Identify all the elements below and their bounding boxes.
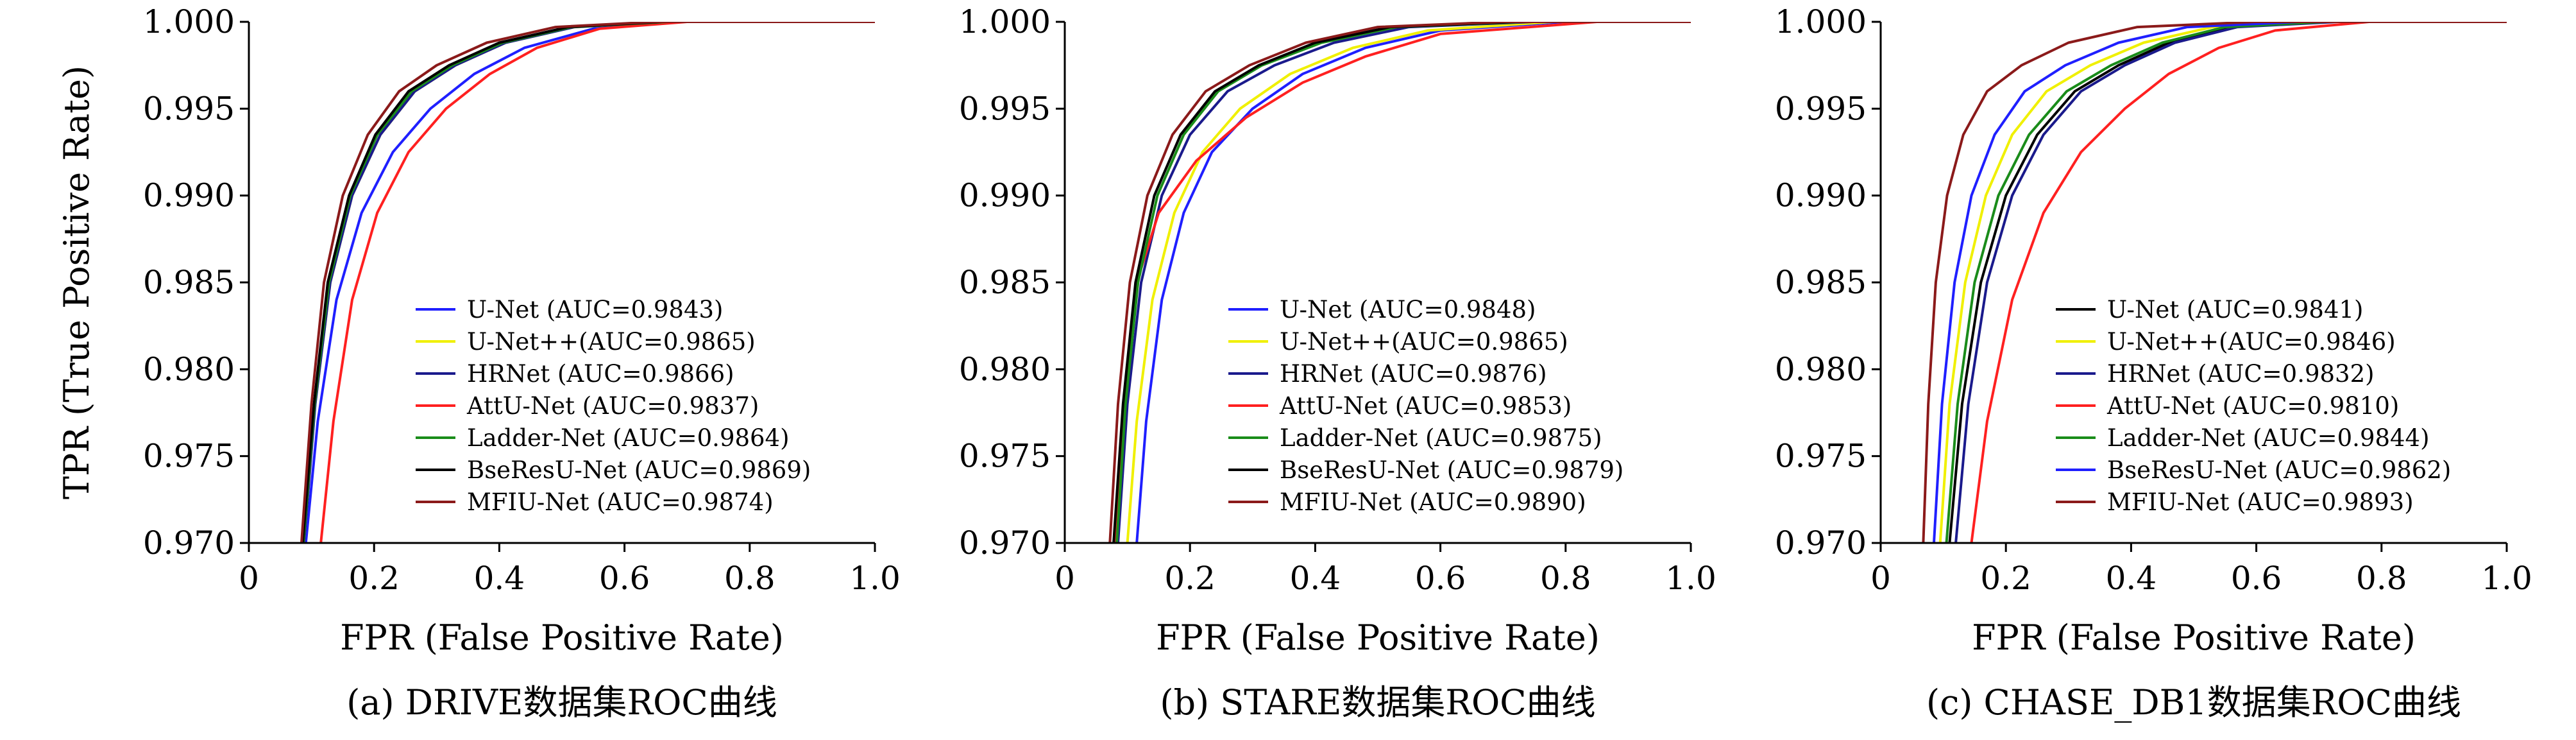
legend-entry: HRNet (AUC=0.9832)	[2107, 360, 2375, 388]
x-tick-label: 0.8	[724, 560, 775, 597]
panel-caption: (c) CHASE_DB1数据集ROC曲线	[1926, 682, 2461, 723]
y-tick-label: 0.985	[143, 264, 235, 301]
legend-entry: U-Net (AUC=0.9841)	[2107, 296, 2363, 323]
series-line	[1126, 22, 1691, 543]
y-tick-label: 0.995	[959, 90, 1051, 127]
x-axis-label: FPR (False Positive Rate)	[340, 617, 784, 658]
series-group	[300, 22, 875, 543]
series-line	[300, 22, 875, 543]
panel-caption: (b) STARE数据集ROC曲线	[1160, 682, 1595, 723]
panel-caption: (a) DRIVE数据集ROC曲线	[346, 682, 777, 723]
legend-entry: U-Net (AUC=0.9848)	[1280, 296, 1536, 323]
series-line	[1970, 22, 2507, 543]
x-tick-label: 0.8	[2356, 560, 2407, 597]
y-tick-label: 0.995	[143, 90, 235, 127]
y-tick-label: 0.985	[1775, 264, 1867, 301]
series-line	[1922, 22, 2507, 543]
x-tick-label: 0.8	[1540, 560, 1591, 597]
y-tick-label: 0.995	[1775, 90, 1867, 127]
legend-entry: Ladder-Net (AUC=0.9875)	[1280, 424, 1602, 452]
y-tick-label: 0.980	[1775, 350, 1867, 388]
legend-entry: HRNet (AUC=0.9876)	[1280, 360, 1547, 388]
x-tick-label: 1.0	[1665, 560, 1716, 597]
x-tick-label: 0.6	[599, 560, 650, 597]
legend: U-Net (AUC=0.9841) U-Net++(AUC=0.9846) HRN…	[2056, 296, 2451, 516]
y-tick-label: 1.000	[1775, 3, 1867, 40]
legend-entry: Ladder-Net (AUC=0.9864)	[467, 424, 790, 452]
series-line	[1933, 22, 2507, 543]
y-tick-label: 0.990	[959, 177, 1051, 214]
y-tick-label: 0.970	[1775, 524, 1867, 562]
series-line	[1945, 22, 2507, 543]
x-tick-label: 0	[1870, 560, 1891, 597]
x-axis-label: FPR (False Positive Rate)	[1972, 617, 2416, 658]
y-tick-label: 1.000	[959, 3, 1051, 40]
x-tick-label: 0.4	[474, 560, 525, 597]
legend-entry: AttU-Net (AUC=0.9810)	[2106, 392, 2399, 420]
y-tick-label: 0.975	[1775, 438, 1867, 475]
x-tick-label: 0.4	[2106, 560, 2157, 597]
y-tick-label: 1.000	[143, 3, 235, 40]
x-tick-label: 1.0	[849, 560, 901, 597]
legend-entry: U-Net++(AUC=0.9846)	[2107, 328, 2396, 356]
y-axis-label: TPR (True Positive Rate)	[56, 65, 97, 499]
series-group	[1108, 22, 1691, 543]
x-tick-label: 0	[1055, 560, 1075, 597]
x-tick-label: 0.2	[348, 560, 400, 597]
y-tick-label: 0.990	[143, 177, 235, 214]
legend: U-Net (AUC=0.9843) U-Net++(AUC=0.9865) HRN…	[416, 296, 811, 516]
y-tick-label: 0.975	[143, 438, 235, 475]
x-tick-label: 0.6	[1415, 560, 1466, 597]
x-tick-label: 0	[239, 560, 259, 597]
legend-entry: U-Net (AUC=0.9843)	[467, 296, 723, 323]
x-axis-label: FPR (False Positive Rate)	[1156, 617, 1600, 658]
legend-entry: U-Net++(AUC=0.9865)	[1280, 328, 1568, 356]
legend-entry: AttU-Net (AUC=0.9853)	[1279, 392, 1572, 420]
legend-entry: BseResU-Net (AUC=0.9879)	[1280, 456, 1623, 484]
x-tick-label: 1.0	[2481, 560, 2532, 597]
x-tick-label: 0.2	[1164, 560, 1216, 597]
y-tick-label: 0.980	[143, 350, 235, 388]
y-tick-label: 0.990	[1775, 177, 1867, 214]
y-tick-label: 0.970	[143, 524, 235, 562]
x-tick-label: 0.6	[2231, 560, 2282, 597]
legend-entry: BseResU-Net (AUC=0.9869)	[467, 456, 811, 484]
legend-entry: HRNet (AUC=0.9866)	[467, 360, 734, 388]
legend-entry: MFIU-Net (AUC=0.9890)	[1280, 488, 1586, 516]
y-tick-label: 0.985	[959, 264, 1051, 301]
legend-entry: MFIU-Net (AUC=0.9874)	[467, 488, 774, 516]
legend: U-Net (AUC=0.9848) U-Net++(AUC=0.9865) HRN…	[1228, 296, 1623, 516]
x-tick-label: 0.4	[1290, 560, 1341, 597]
legend-entry: BseResU-Net (AUC=0.9862)	[2107, 456, 2451, 484]
series-line	[1108, 22, 1691, 543]
y-tick-label: 0.975	[959, 438, 1051, 475]
series-group	[1922, 22, 2507, 543]
x-tick-label: 0.2	[1980, 560, 2031, 597]
legend-entry: AttU-Net (AUC=0.9837)	[466, 392, 759, 420]
y-tick-label: 0.980	[959, 350, 1051, 388]
legend-entry: U-Net++(AUC=0.9865)	[467, 328, 756, 356]
y-tick-label: 0.970	[959, 524, 1051, 562]
legend-entry: MFIU-Net (AUC=0.9893)	[2107, 488, 2414, 516]
series-line	[319, 22, 875, 543]
legend-entry: Ladder-Net (AUC=0.9844)	[2107, 424, 2430, 452]
